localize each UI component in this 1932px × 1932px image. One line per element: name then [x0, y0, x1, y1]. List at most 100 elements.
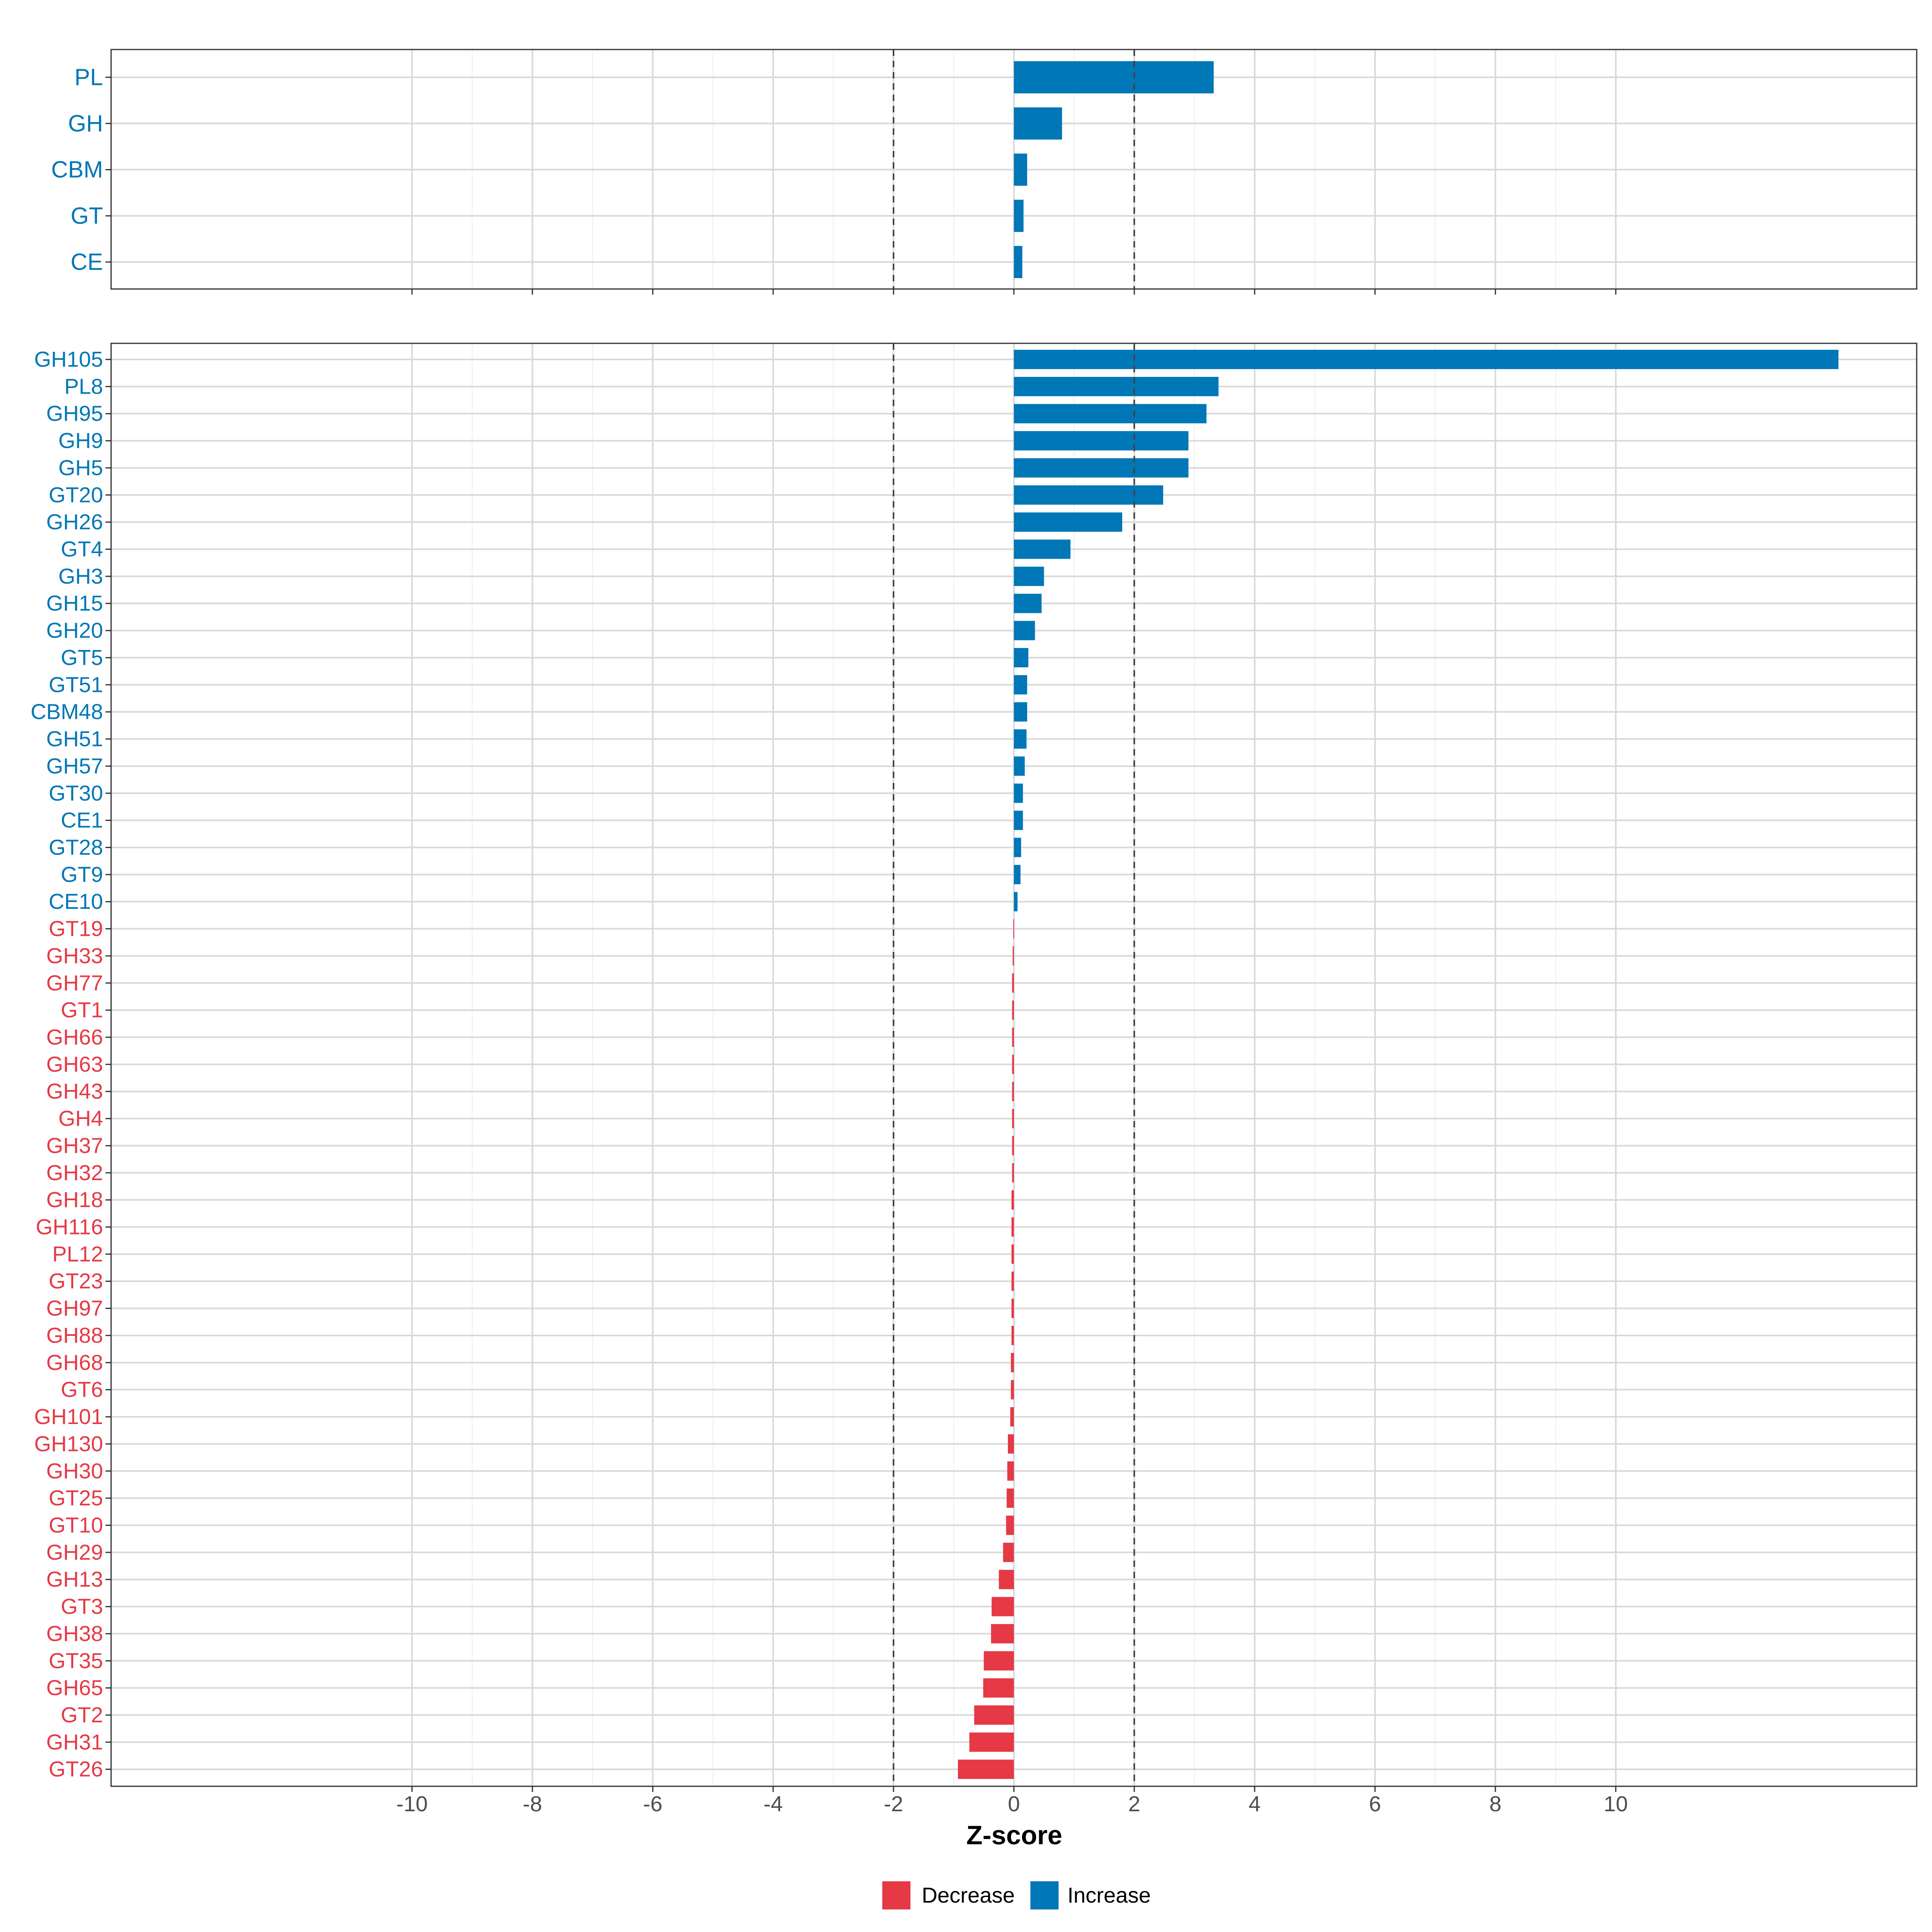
bar [1014, 246, 1022, 278]
bar [1014, 675, 1027, 695]
category-label: PL12 [52, 1242, 103, 1266]
bar [1008, 1434, 1014, 1454]
category-label: GT1 [61, 998, 103, 1022]
bar [1012, 973, 1014, 993]
category-label: PL8 [64, 374, 103, 398]
x-tick-label: -10 [396, 1792, 428, 1816]
category-label: GH68 [46, 1350, 103, 1375]
bar [1011, 1353, 1014, 1373]
x-tick-label: -8 [523, 1792, 542, 1816]
bar [969, 1732, 1014, 1752]
bar [1012, 1163, 1014, 1183]
category-label: PL [74, 64, 103, 91]
x-tick-label: -4 [764, 1792, 783, 1816]
bar [1014, 539, 1071, 559]
x-tick-label: 8 [1489, 1792, 1501, 1816]
category-label: GT4 [61, 537, 103, 561]
bar [1014, 594, 1042, 613]
bar [1014, 377, 1219, 396]
bar [1014, 648, 1028, 667]
category-label: GT20 [49, 483, 103, 507]
bar [1014, 783, 1023, 803]
category-label: GH33 [46, 944, 103, 968]
category-label: GT35 [49, 1649, 103, 1673]
category-label: GH38 [46, 1622, 103, 1646]
bar [974, 1705, 1014, 1725]
bar [1014, 404, 1207, 423]
category-label: GH63 [46, 1052, 103, 1076]
category-label: GT30 [49, 781, 103, 805]
category-label: CBM [51, 157, 103, 183]
category-label: GH32 [46, 1161, 103, 1185]
bar [1014, 621, 1035, 640]
legend: Decrease Increase [882, 1881, 1151, 1909]
x-tick-label: -2 [884, 1792, 903, 1816]
category-label: GH65 [46, 1676, 103, 1700]
category-label: GH57 [46, 754, 103, 778]
bar [1012, 1055, 1014, 1074]
category-label: GT19 [49, 917, 103, 941]
category-label: GT [70, 203, 103, 229]
bar [1007, 1488, 1014, 1508]
bar [991, 1597, 1014, 1616]
category-label: GT25 [49, 1486, 103, 1510]
bar [1014, 811, 1023, 830]
category-label: GT2 [61, 1703, 103, 1727]
bar [1012, 1028, 1014, 1047]
bar [1014, 153, 1027, 186]
bar [1014, 431, 1189, 451]
bar [1007, 1461, 1014, 1481]
category-label: GH30 [46, 1459, 103, 1483]
category-label: GT26 [49, 1757, 103, 1781]
x-axis-title: Z-score [966, 1820, 1062, 1850]
legend-label: Decrease [922, 1883, 1015, 1907]
bar [1011, 1298, 1014, 1318]
category-label: GH51 [46, 727, 103, 751]
x-tick-label: 0 [1008, 1792, 1020, 1816]
category-label: CE10 [49, 890, 103, 914]
category-label: GH3 [58, 564, 103, 588]
category-label: GH88 [46, 1323, 103, 1348]
category-label: GH18 [46, 1188, 103, 1212]
category-label: GH29 [46, 1540, 103, 1565]
x-axis: -10 -8 -6 -4 -2 0 2 4 6 8 10 [396, 1792, 1628, 1816]
bar [1014, 458, 1189, 478]
bar [1011, 1217, 1014, 1237]
category-label: GH26 [46, 510, 103, 534]
bar [991, 1624, 1014, 1643]
category-label: GT5 [61, 646, 103, 670]
bar [1014, 61, 1214, 93]
x-tick-label: 10 [1604, 1792, 1628, 1816]
category-label: GH [68, 110, 103, 136]
category-label: CE1 [61, 808, 103, 832]
category-label: GH31 [46, 1730, 103, 1754]
category-label: GH20 [46, 619, 103, 643]
bar [1014, 350, 1839, 369]
bar [1011, 1190, 1014, 1210]
bar [1014, 729, 1027, 749]
legend-label: Increase [1067, 1883, 1151, 1907]
bar [1011, 1244, 1014, 1264]
bar [958, 1759, 1014, 1779]
category-label: GH105 [34, 347, 103, 372]
category-label: GH101 [34, 1405, 103, 1429]
category-label: CE [70, 249, 103, 275]
category-label: GH9 [58, 429, 103, 453]
x-tick-label: 4 [1249, 1792, 1261, 1816]
category-label: GH97 [46, 1296, 103, 1321]
category-label: GT10 [49, 1513, 103, 1537]
bar [1003, 1542, 1014, 1562]
bar [1014, 865, 1021, 884]
bar [1006, 1515, 1014, 1535]
bar [1014, 756, 1025, 776]
bar [984, 1651, 1014, 1671]
bar [983, 1678, 1014, 1698]
category-label: GH43 [46, 1080, 103, 1104]
bar [1014, 485, 1163, 505]
category-label: GH77 [46, 971, 103, 995]
bar [1014, 107, 1062, 140]
category-label: GT9 [61, 863, 103, 887]
bar [1014, 512, 1123, 532]
